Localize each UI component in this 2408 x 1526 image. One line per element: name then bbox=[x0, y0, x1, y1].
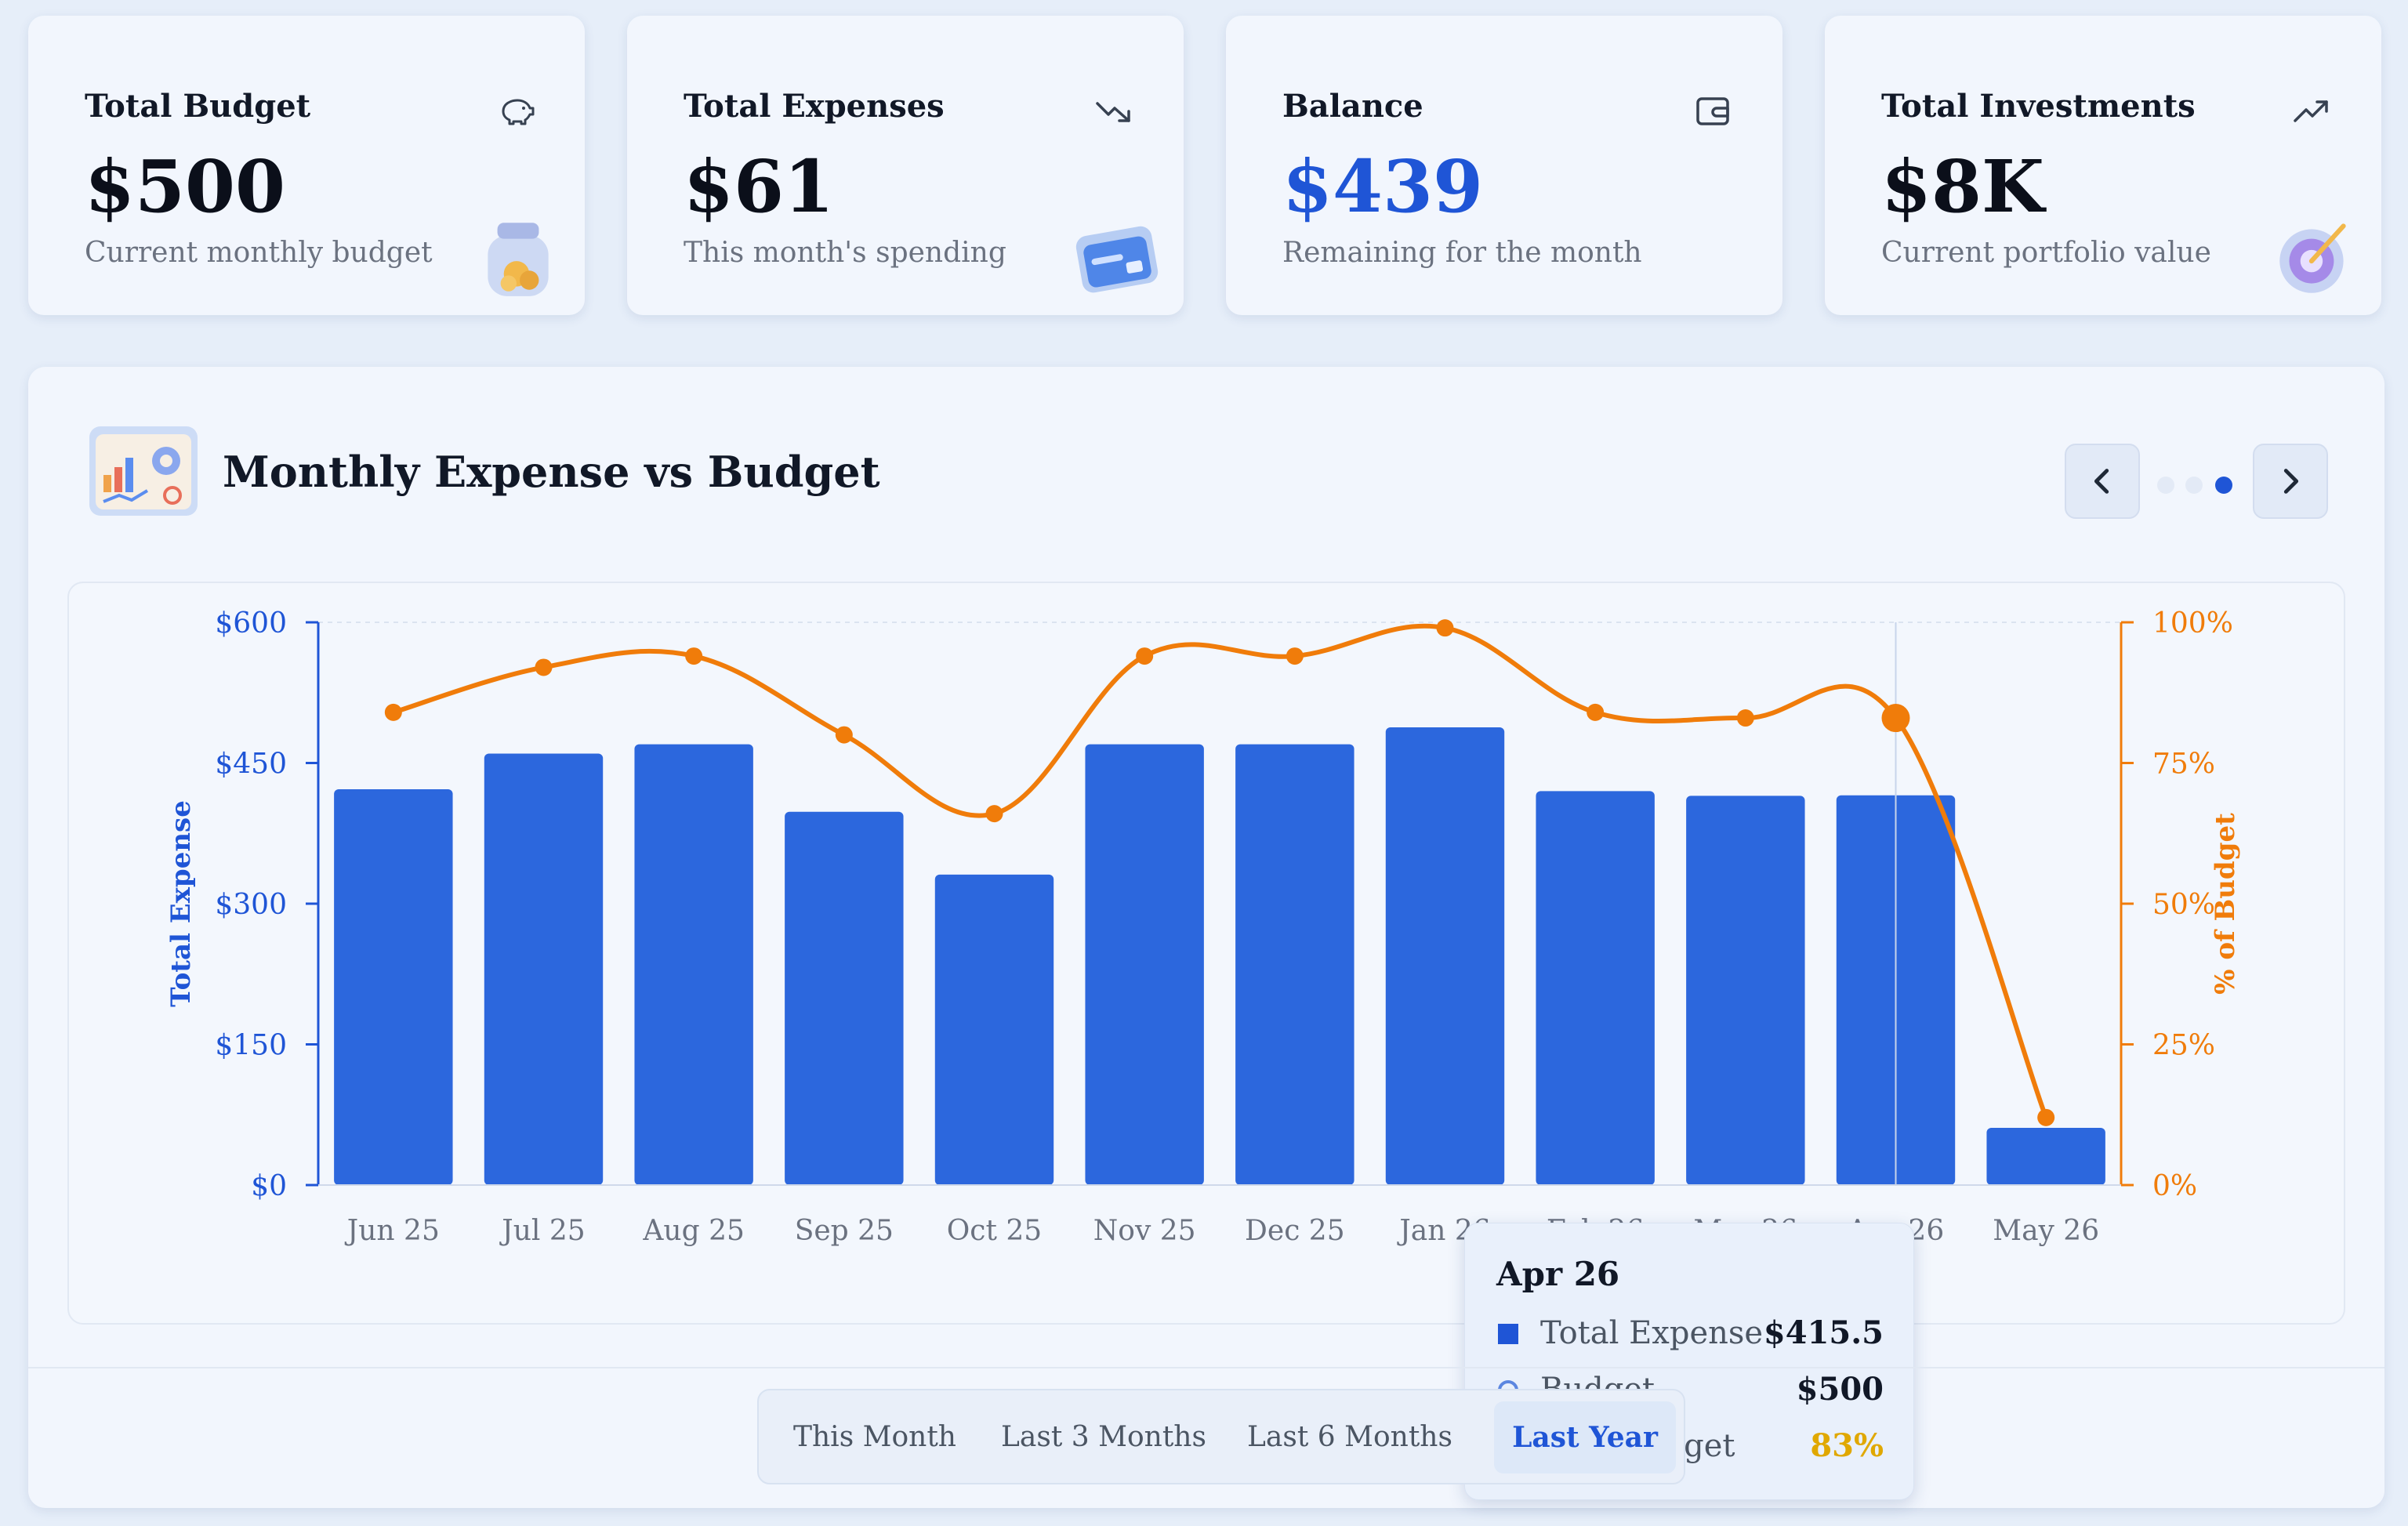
panel-title: Monthly Expense vs Budget bbox=[223, 447, 880, 497]
percent-point-apr-26 bbox=[1881, 704, 1910, 733]
chart-container: $0 $150 $300 $450 $600 Total Expense 0% 25% 50% 7… bbox=[67, 582, 2345, 1500]
tooltip-value: $415.5 bbox=[1763, 1314, 1884, 1351]
bar-jun-25 bbox=[334, 789, 453, 1185]
card-subtitle: Remaining for the month bbox=[1282, 237, 1642, 269]
expense-vs-budget-panel: Monthly Expense vs Budget $0 $150 $300 $450… bbox=[28, 367, 2384, 1508]
card-value: $61 bbox=[684, 144, 835, 229]
card-value: $439 bbox=[1282, 144, 1484, 229]
percent-point-aug-25 bbox=[685, 647, 703, 665]
tooltip-value: $500 bbox=[1796, 1371, 1884, 1408]
time-range-filter: This Month Last 3 Months Last 6 Months L… bbox=[757, 1389, 1685, 1484]
percent-point-dec-25 bbox=[1286, 647, 1304, 665]
bar-dec-25 bbox=[1235, 744, 1354, 1185]
filter-last-year[interactable]: Last Year bbox=[1494, 1401, 1676, 1473]
y-right-tick-label: 50% bbox=[2152, 889, 2215, 921]
carousel-dot-1[interactable] bbox=[2157, 477, 2174, 494]
expense-budget-chart: $0 $150 $300 $450 $600 Total Expense 0% 25% 50% 7… bbox=[165, 607, 2241, 1247]
y-left-tick-label: $300 bbox=[215, 889, 287, 921]
card-title: Total Budget bbox=[85, 88, 311, 125]
target-illustration bbox=[2279, 223, 2346, 293]
card-subtitle: This month's spending bbox=[684, 237, 1006, 269]
carousel-next-button[interactable] bbox=[2253, 444, 2328, 519]
panel-divider bbox=[28, 1367, 2384, 1368]
analytics-dashboard-illustration bbox=[89, 426, 198, 516]
wallet-icon bbox=[1696, 97, 1729, 125]
chevron-right-icon bbox=[2283, 469, 2299, 494]
bar-mar-26 bbox=[1686, 796, 1805, 1185]
percent-point-jan-26 bbox=[1436, 619, 1454, 637]
tooltip-value: 83% bbox=[1810, 1427, 1884, 1464]
trending-down-icon bbox=[1096, 102, 1130, 122]
bar-aug-25 bbox=[634, 744, 753, 1185]
chevron-left-icon bbox=[2094, 469, 2109, 494]
coin-jar-illustration bbox=[488, 223, 549, 296]
card-value: $500 bbox=[85, 144, 286, 229]
x-tick-label: Jul 25 bbox=[499, 1215, 585, 1247]
bar-may-26 bbox=[1986, 1128, 2105, 1185]
percent-point-may-26 bbox=[2037, 1108, 2055, 1126]
y-right-tick-label: 0% bbox=[2152, 1170, 2197, 1202]
bar-nov-25 bbox=[1085, 744, 1204, 1185]
percent-point-mar-26 bbox=[1736, 709, 1754, 727]
card-title: Total Investments bbox=[1881, 88, 2196, 125]
y-left-tick-label: $600 bbox=[215, 607, 287, 640]
percent-point-feb-26 bbox=[1587, 703, 1605, 721]
x-tick-label: Nov 25 bbox=[1093, 1215, 1196, 1247]
filter-this-month[interactable]: This Month bbox=[792, 1421, 956, 1453]
x-tick-label: Dec 25 bbox=[1245, 1215, 1345, 1247]
percent-point-sep-25 bbox=[835, 726, 853, 744]
card-subtitle: Current monthly budget bbox=[85, 237, 433, 269]
x-tick-label: May 26 bbox=[1993, 1215, 2099, 1247]
y-left-axis-title: Total Expense bbox=[165, 800, 197, 1007]
y-left-tick-label: $0 bbox=[251, 1170, 287, 1202]
percent-point-jul-25 bbox=[535, 658, 553, 676]
y-left-tick-label: $150 bbox=[215, 1030, 287, 1062]
bar-jan-26 bbox=[1385, 727, 1505, 1185]
x-tick-label: Jun 25 bbox=[344, 1215, 440, 1247]
y-right-tick-label: 100% bbox=[2152, 607, 2233, 640]
filter-last-6-months[interactable]: Last 6 Months bbox=[1247, 1421, 1452, 1453]
credit-card-illustration bbox=[1075, 226, 1159, 293]
bar-jul-25 bbox=[484, 753, 604, 1185]
total-expenses-card: Total Expenses $61 This month's spending bbox=[627, 16, 1184, 315]
bar-feb-26 bbox=[1536, 791, 1655, 1185]
percent-point-jun-25 bbox=[384, 703, 402, 721]
percent-point-oct-25 bbox=[985, 805, 1003, 823]
carousel-dot-3-active[interactable] bbox=[2215, 477, 2232, 494]
bar-swatch-icon bbox=[1498, 1324, 1518, 1344]
y-right-axis-title: % of Budget bbox=[2210, 813, 2241, 995]
bar-sep-25 bbox=[785, 811, 904, 1185]
card-value: $8K bbox=[1881, 144, 2044, 229]
filter-last-3-months[interactable]: Last 3 Months bbox=[1001, 1421, 1206, 1453]
card-title: Balance bbox=[1282, 88, 1423, 125]
tooltip-row-total-expense: Total Expense $415.5 bbox=[1496, 1311, 1884, 1355]
y-left-tick-label: $450 bbox=[215, 749, 287, 781]
carousel-dot-2[interactable] bbox=[2185, 477, 2203, 494]
total-investments-card: Total Investments $8K Current portfolio … bbox=[1825, 16, 2381, 315]
tooltip-label: Total Expense bbox=[1540, 1315, 1764, 1351]
carousel-prev-button[interactable] bbox=[2065, 444, 2140, 519]
card-subtitle: Current portfolio value bbox=[1881, 237, 2211, 269]
card-title: Total Expenses bbox=[684, 88, 945, 125]
x-tick-label: Oct 25 bbox=[947, 1215, 1042, 1247]
trending-up-icon bbox=[2294, 100, 2328, 122]
x-tick-label: Aug 25 bbox=[642, 1215, 744, 1247]
x-tick-label: Sep 25 bbox=[795, 1215, 894, 1247]
total-budget-card: Total Budget $500 Current monthly budget bbox=[28, 16, 585, 315]
tooltip-title: Apr 26 bbox=[1496, 1255, 1620, 1293]
y-right-tick-label: 25% bbox=[2152, 1030, 2215, 1062]
percent-point-nov-25 bbox=[1136, 647, 1154, 665]
piggy-bank-icon bbox=[502, 99, 535, 125]
y-right-tick-label: 75% bbox=[2152, 749, 2215, 781]
bar-oct-25 bbox=[934, 874, 1054, 1185]
balance-card: Balance $439 Remaining for the month bbox=[1226, 16, 1782, 315]
